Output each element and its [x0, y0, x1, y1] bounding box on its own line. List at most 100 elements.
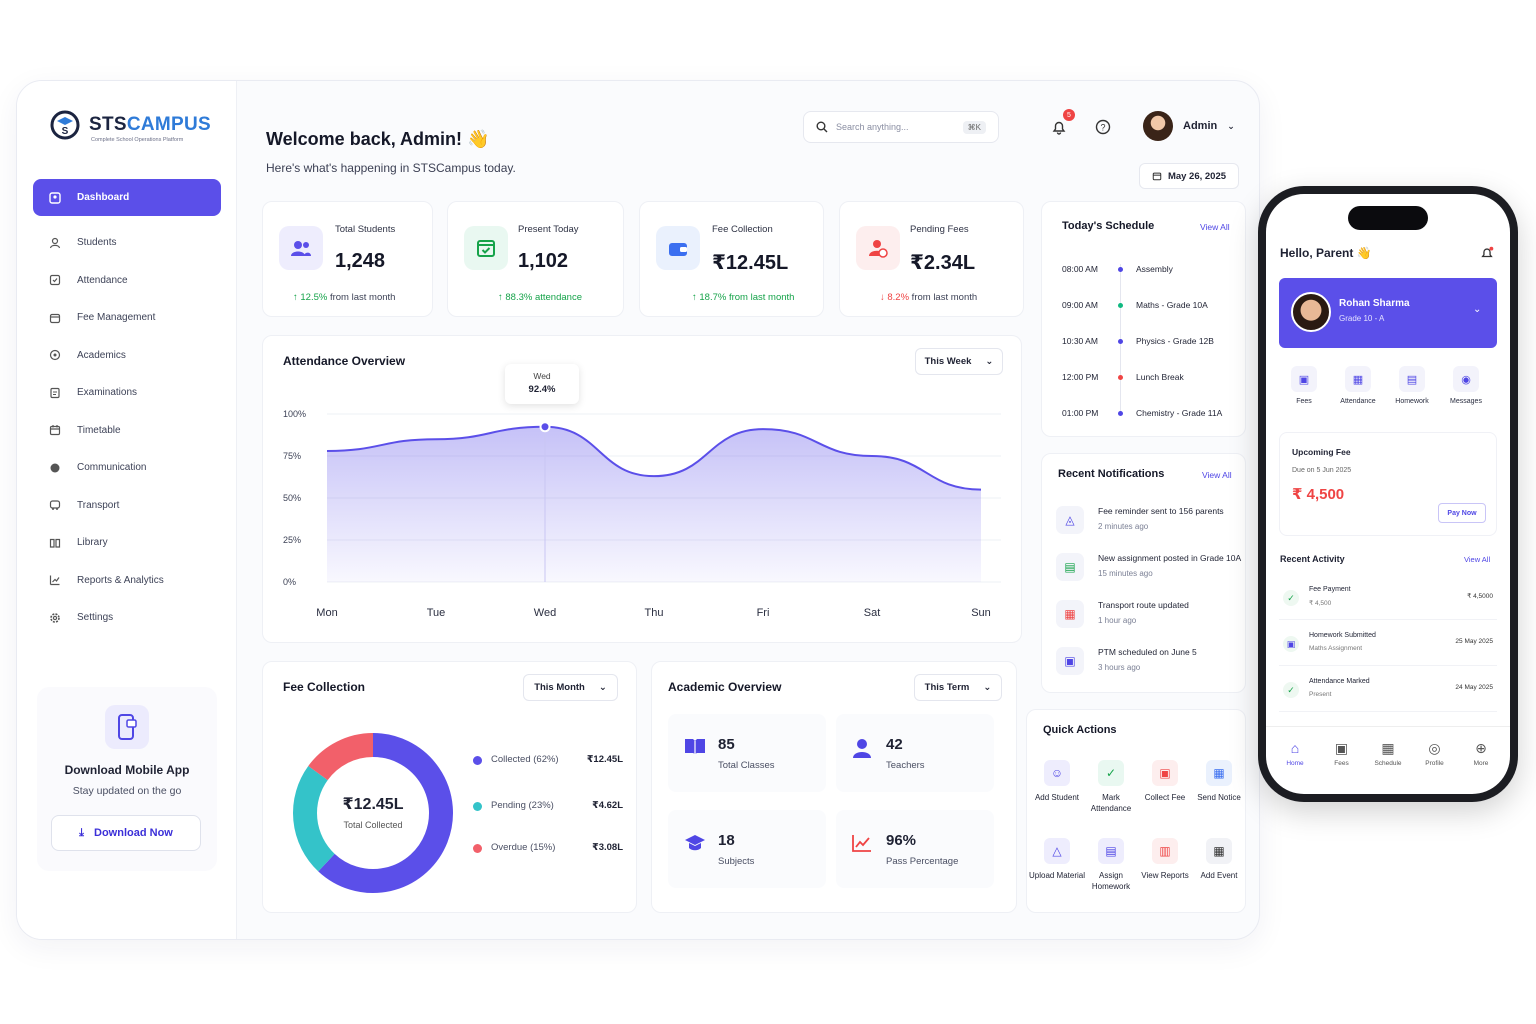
svg-text:S: S — [62, 126, 69, 137]
user-menu[interactable]: Admin ⌄ — [1143, 111, 1235, 141]
schedule-dot — [1118, 339, 1123, 344]
phone-shortcut-homework[interactable]: ▤ Homework — [1386, 366, 1438, 405]
sidebar-item-students[interactable]: Students — [33, 224, 221, 262]
fee-donut-chart — [293, 733, 453, 893]
academic-filter-dropdown[interactable]: This Term ⌄ — [914, 674, 1002, 701]
app-promo-title: Download Mobile App — [64, 763, 190, 777]
notification-item[interactable]: ▤ New assignment posted in Grade 10A 15 mi… — [1056, 553, 1246, 589]
notification-text: PTM scheduled on June 5 — [1098, 647, 1197, 657]
quick-action-collect-fee[interactable]: ▣ Collect Fee — [1135, 760, 1195, 803]
quick-action-add-event[interactable]: ▦ Add Event — [1189, 838, 1249, 881]
academic-stat-teachers[interactable]: 42 Teachers — [836, 714, 994, 792]
sidebar-item-dashboard[interactable]: Dashboard — [33, 179, 221, 216]
donut-segment[interactable] — [318, 733, 453, 893]
academic-stat-label: Pass Percentage — [886, 856, 959, 867]
download-now-button[interactable]: ⤓ Download Now — [51, 815, 201, 851]
stat-note: from last month — [909, 292, 978, 303]
quick-action-label: Add Event — [1200, 871, 1238, 880]
sidebar-item-reports[interactable]: Reports & Analytics — [33, 562, 221, 600]
phone-bell-button[interactable] — [1480, 246, 1494, 265]
quick-action-upload-material[interactable]: △ Upload Material — [1027, 838, 1087, 881]
legend-label: Overdue (15%) — [491, 842, 556, 853]
schedule-view-all-link[interactable]: View All — [1200, 222, 1230, 232]
svg-text:?: ? — [1100, 123, 1105, 133]
chevron-down-icon: ⌄ — [1473, 304, 1482, 315]
sidebar-item-settings[interactable]: Settings — [33, 599, 221, 637]
phone-shortcut-messages[interactable]: ◉ Messages — [1440, 366, 1492, 405]
phone-shortcut-fees[interactable]: ▣ Fees — [1278, 366, 1330, 405]
sidebar-item-transport[interactable]: Transport — [33, 487, 221, 525]
date-picker-button[interactable]: May 26, 2025 — [1139, 163, 1239, 189]
academic-stat-pass[interactable]: 96% Pass Percentage — [836, 810, 994, 888]
search-icon — [816, 121, 828, 133]
students-icon — [49, 237, 61, 249]
sidebar-item-communication[interactable]: Communication — [33, 449, 221, 487]
quick-action-send-notice[interactable]: ▦ Send Notice — [1189, 760, 1249, 803]
tab-more[interactable]: ⊕ More — [1458, 740, 1504, 767]
sidebar-item-timetable[interactable]: Timetable — [33, 412, 221, 450]
search-input[interactable]: Search anything... ⌘K — [803, 111, 999, 143]
brand-logo[interactable]: S STSCAMPUS Complete School Operations P… — [49, 109, 211, 143]
legend-label: Pending (23%) — [491, 800, 554, 811]
stat-card-pending-fees[interactable]: Pending Fees ₹2.34L ↓ 8.2% from last mon… — [839, 201, 1024, 317]
help-button[interactable]: ? — [1095, 119, 1111, 140]
stat-card-total-students[interactable]: Total Students 1,248 ↑ 12.5% from last m… — [262, 201, 433, 317]
x-tick-label: Sun — [971, 607, 991, 619]
stat-card-present-today[interactable]: Present Today 1,102 ↑ 88.3% attendance — [447, 201, 624, 317]
sidebar-item-library[interactable]: Library — [33, 524, 221, 562]
sidebar-item-fee-management[interactable]: Fee Management — [33, 299, 221, 337]
bus-icon — [49, 499, 61, 511]
notifications-view-all-link[interactable]: View All — [1202, 470, 1232, 480]
upcoming-fee-amount: ₹ 4,500 — [1292, 486, 1345, 503]
tab-schedule[interactable]: ▦ Schedule — [1365, 740, 1411, 767]
phone-shortcut-attendance[interactable]: ▦ Attendance — [1332, 366, 1384, 405]
attendance-filter-dropdown[interactable]: This Week ⌄ — [915, 348, 1003, 375]
fee-filter-dropdown[interactable]: This Month ⌄ — [523, 674, 618, 701]
student-switcher[interactable]: Rohan Sharma Grade 10 - A ⌄ — [1279, 278, 1497, 348]
tab-profile[interactable]: ◎ Profile — [1412, 740, 1458, 767]
tab-label: Schedule — [1374, 760, 1402, 767]
academic-stat-subjects[interactable]: 18 Subjects — [668, 810, 826, 888]
notification-item[interactable]: ▣ PTM scheduled on June 5 3 hours ago — [1056, 647, 1246, 683]
legend-dot — [473, 802, 482, 811]
pay-now-button[interactable]: Pay Now — [1438, 503, 1486, 523]
sidebar-item-label: Attendance — [77, 274, 128, 286]
quick-action-add-student[interactable]: ☺ Add Student — [1027, 760, 1087, 803]
donut-segment[interactable] — [293, 765, 336, 872]
tab-home[interactable]: ⌂ Home — [1272, 740, 1318, 767]
highlight-point[interactable] — [539, 421, 551, 433]
stat-delta: ↑ 88.3% attendance — [498, 292, 582, 303]
schedule-dot — [1118, 267, 1123, 272]
notification-item[interactable]: ▦ Transport route updated 1 hour ago — [1056, 600, 1246, 636]
megaphone-icon: ◬ — [1056, 506, 1084, 534]
quick-action-assign-homework[interactable]: ▤ Assign Homework — [1081, 838, 1141, 892]
tab-fees[interactable]: ▣ Fees — [1319, 740, 1365, 767]
quick-action-view-reports[interactable]: ▥ View Reports — [1135, 838, 1195, 881]
sidebar-item-examinations[interactable]: Examinations — [33, 374, 221, 412]
bell-icon — [1481, 246, 1494, 258]
sidebar-item-academics[interactable]: Academics — [33, 337, 221, 375]
activity-item[interactable]: ✓ Attendance Marked Present 24 May 2025 — [1279, 670, 1497, 712]
notifications-button[interactable]: 5 — [1051, 109, 1075, 140]
y-tick-label: 50% — [283, 493, 301, 503]
activity-item[interactable]: ✓ Fee Payment ₹ 4,500 ₹ 4,5000 — [1279, 578, 1497, 620]
activity-item[interactable]: ▣ Homework Submitted Maths Assignment 25 Ma… — [1279, 624, 1497, 666]
academic-stat-classes[interactable]: 85 Total Classes — [668, 714, 826, 792]
attendance-line — [326, 425, 982, 491]
phone-shortcut-label: Attendance — [1340, 398, 1376, 405]
stat-card-fee-collection[interactable]: Fee Collection ₹12.45L ↑ 18.7% from last… — [639, 201, 824, 317]
upcoming-fee-due: Due on 5 Jun 2025 — [1292, 467, 1352, 474]
quick-action-mark-attendance[interactable]: ✓ Mark Attendance — [1081, 760, 1141, 814]
add-user-icon: ☺ — [1044, 760, 1070, 786]
activity-view-all-link[interactable]: View All — [1464, 555, 1491, 564]
sidebar-item-label: Examinations — [77, 387, 138, 399]
x-tick-label: Fri — [757, 607, 770, 619]
attendance-icon: ▦ — [1345, 366, 1371, 392]
sidebar-item-attendance[interactable]: Attendance — [33, 262, 221, 300]
profile-icon: ◎ — [1428, 740, 1441, 756]
notification-item[interactable]: ◬ Fee reminder sent to 156 parents 2 minut… — [1056, 506, 1246, 542]
notifications-card: Recent Notifications View All ◬ Fee remin… — [1041, 453, 1246, 693]
activity-title: Fee Payment — [1309, 586, 1351, 593]
donut-segment[interactable] — [308, 733, 374, 781]
notification-badge: 5 — [1063, 109, 1075, 121]
